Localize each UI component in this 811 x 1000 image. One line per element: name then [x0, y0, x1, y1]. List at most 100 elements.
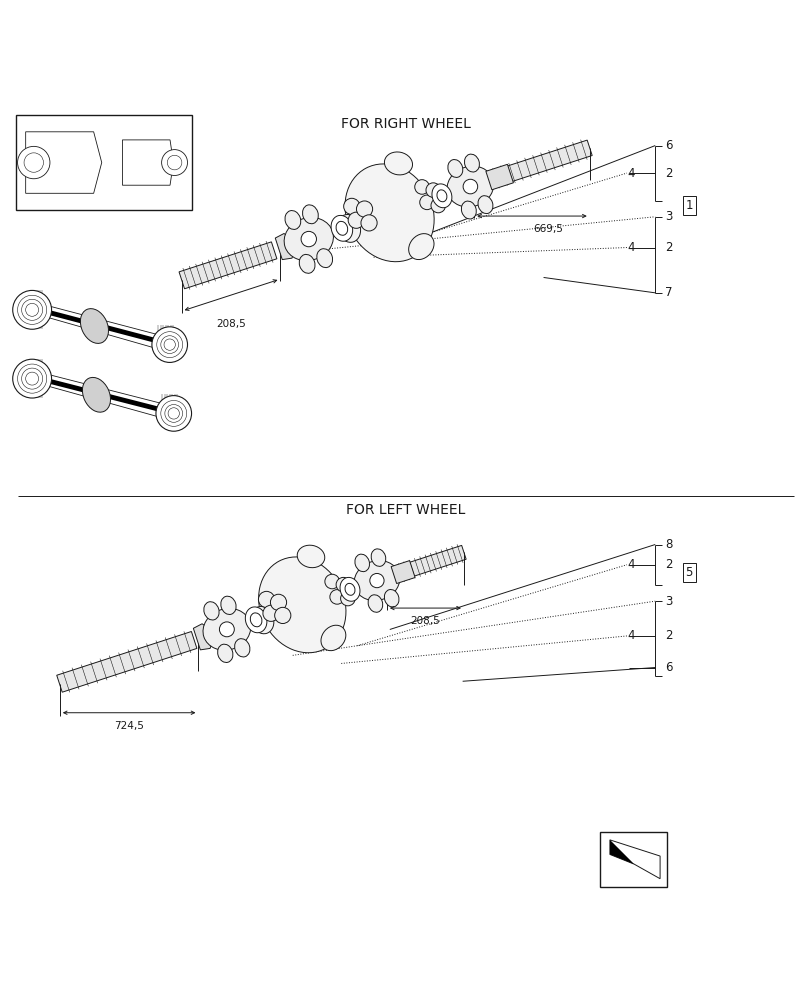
Ellipse shape	[354, 561, 399, 601]
Circle shape	[161, 400, 187, 426]
Ellipse shape	[345, 164, 434, 262]
Circle shape	[336, 577, 350, 592]
Ellipse shape	[299, 254, 315, 273]
Polygon shape	[122, 140, 174, 185]
Text: 4: 4	[626, 241, 633, 254]
Ellipse shape	[83, 377, 110, 412]
Ellipse shape	[345, 583, 354, 595]
Ellipse shape	[384, 590, 398, 607]
Bar	[599, 832, 666, 887]
Text: 208,5: 208,5	[410, 616, 440, 626]
Text: 3: 3	[664, 210, 672, 223]
Ellipse shape	[354, 554, 369, 572]
Circle shape	[462, 179, 477, 194]
Circle shape	[426, 183, 440, 197]
Ellipse shape	[234, 639, 250, 657]
Circle shape	[165, 405, 182, 422]
Ellipse shape	[303, 205, 318, 224]
Text: 5: 5	[684, 566, 692, 579]
Circle shape	[301, 231, 316, 247]
Circle shape	[152, 327, 187, 362]
Text: 1: 1	[684, 199, 692, 212]
Circle shape	[24, 153, 44, 172]
Circle shape	[343, 198, 359, 214]
Polygon shape	[471, 140, 591, 193]
Circle shape	[18, 295, 47, 324]
Text: 669,5: 669,5	[533, 224, 562, 234]
Text: 8: 8	[664, 538, 672, 551]
Polygon shape	[485, 164, 513, 190]
Circle shape	[168, 408, 179, 419]
Ellipse shape	[371, 549, 385, 566]
Ellipse shape	[464, 154, 478, 172]
Circle shape	[167, 155, 182, 170]
Ellipse shape	[478, 196, 492, 214]
Text: 724,5: 724,5	[114, 721, 144, 731]
Ellipse shape	[320, 625, 345, 651]
Circle shape	[263, 605, 279, 621]
Circle shape	[414, 180, 429, 194]
Polygon shape	[275, 234, 297, 260]
Circle shape	[274, 607, 290, 624]
Circle shape	[157, 332, 182, 358]
Ellipse shape	[259, 557, 345, 653]
Circle shape	[340, 591, 354, 606]
Text: 4: 4	[626, 558, 633, 571]
Circle shape	[13, 290, 51, 329]
Ellipse shape	[448, 160, 462, 177]
Circle shape	[26, 372, 39, 385]
Text: 3: 3	[664, 595, 672, 608]
Text: 2: 2	[664, 629, 672, 642]
Ellipse shape	[436, 190, 446, 202]
Ellipse shape	[384, 152, 412, 175]
Polygon shape	[57, 631, 197, 692]
Circle shape	[219, 622, 234, 637]
Text: 2: 2	[664, 558, 672, 571]
Polygon shape	[26, 132, 101, 193]
Polygon shape	[391, 561, 414, 584]
Circle shape	[258, 591, 274, 608]
Circle shape	[361, 215, 376, 231]
Ellipse shape	[80, 309, 109, 343]
Ellipse shape	[203, 608, 251, 650]
Ellipse shape	[316, 249, 333, 268]
Ellipse shape	[461, 201, 476, 219]
Ellipse shape	[336, 221, 347, 235]
Circle shape	[324, 574, 339, 589]
Circle shape	[161, 150, 187, 176]
Circle shape	[356, 201, 372, 217]
Bar	[16, 115, 192, 210]
Text: 7: 7	[664, 286, 672, 299]
Ellipse shape	[221, 596, 236, 614]
Circle shape	[161, 336, 178, 354]
Ellipse shape	[431, 184, 452, 208]
Circle shape	[369, 573, 384, 588]
Circle shape	[156, 396, 191, 431]
Circle shape	[18, 146, 50, 179]
Ellipse shape	[245, 607, 267, 633]
Text: FOR RIGHT WHEEL: FOR RIGHT WHEEL	[341, 117, 470, 131]
Circle shape	[419, 195, 434, 210]
Ellipse shape	[337, 215, 360, 242]
Circle shape	[270, 594, 286, 610]
Ellipse shape	[340, 577, 359, 601]
Polygon shape	[178, 242, 277, 289]
Circle shape	[329, 590, 344, 604]
Ellipse shape	[284, 218, 333, 261]
Ellipse shape	[447, 166, 493, 207]
Ellipse shape	[331, 215, 352, 241]
Text: 4: 4	[626, 629, 633, 642]
Circle shape	[13, 359, 51, 398]
Circle shape	[164, 339, 175, 350]
Ellipse shape	[251, 606, 273, 634]
Text: 208,5: 208,5	[216, 319, 246, 329]
Text: 4: 4	[626, 167, 633, 180]
Text: 2: 2	[664, 167, 672, 180]
Ellipse shape	[297, 545, 324, 568]
Ellipse shape	[367, 595, 382, 612]
Polygon shape	[384, 545, 466, 584]
Circle shape	[348, 212, 364, 228]
Text: 6: 6	[664, 661, 672, 674]
Text: FOR LEFT WHEEL: FOR LEFT WHEEL	[345, 503, 466, 517]
Circle shape	[22, 368, 43, 389]
